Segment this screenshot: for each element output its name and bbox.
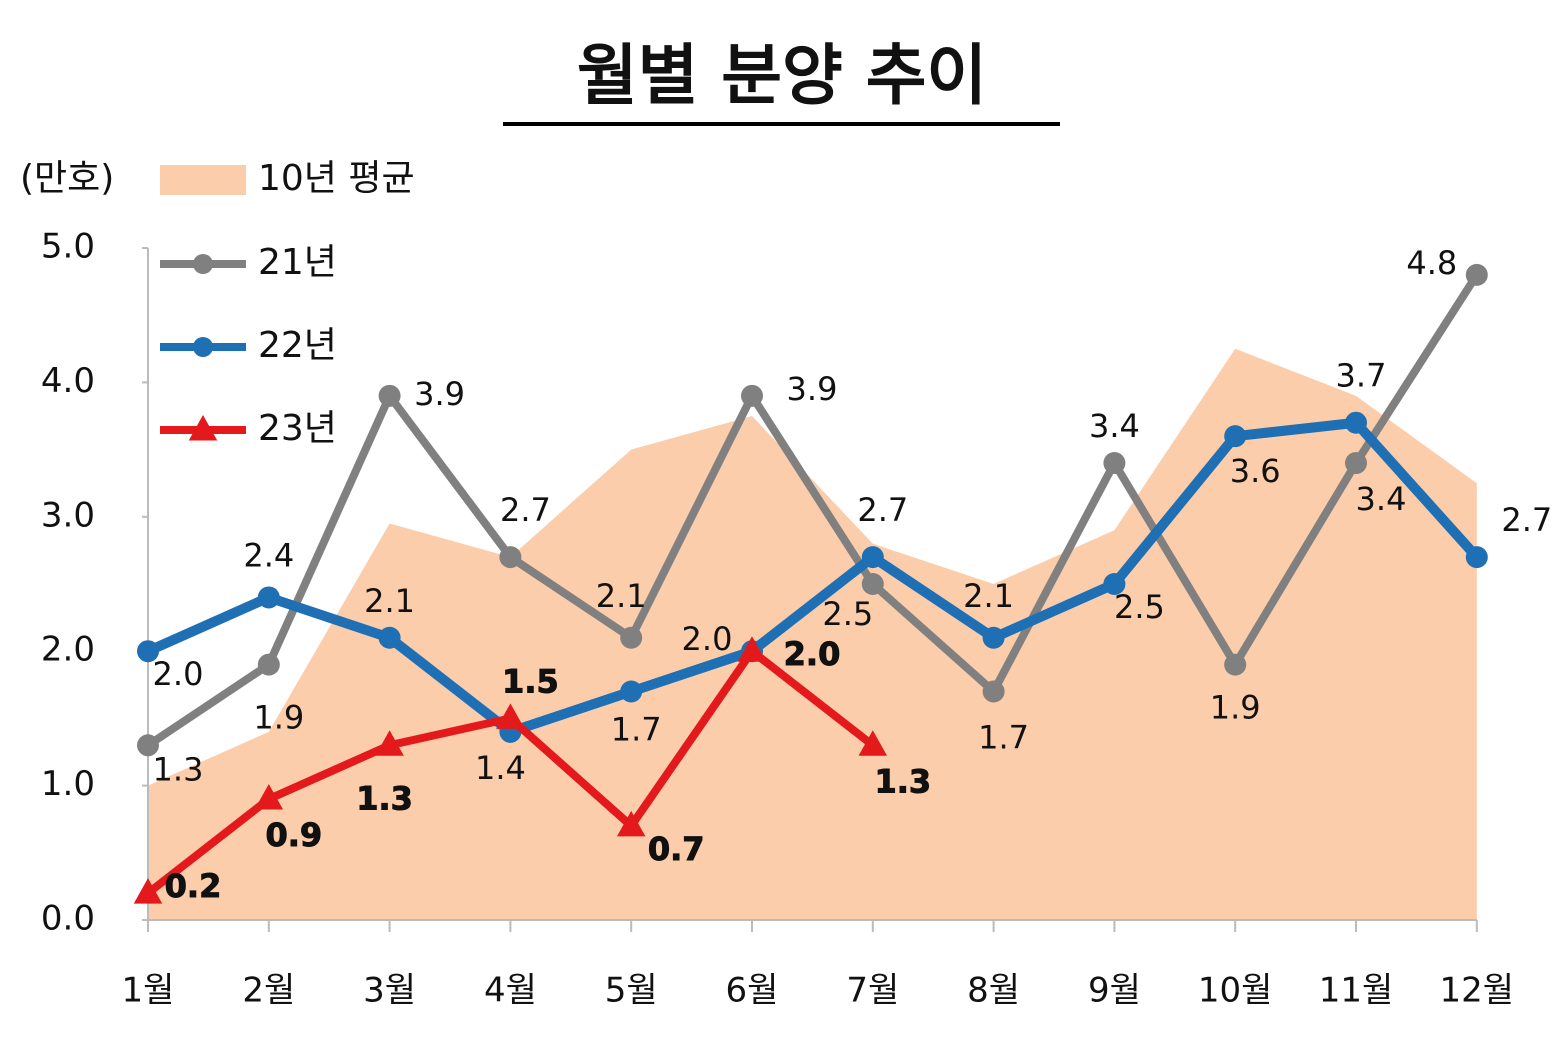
x-tick-label: 10월	[1198, 971, 1273, 1011]
data-label: 1.5	[502, 662, 559, 700]
marker	[1465, 263, 1488, 286]
y-tick-label: 3.0	[41, 495, 95, 535]
marker	[858, 730, 888, 756]
y-tick-label: 2.0	[41, 630, 95, 670]
x-tick-label: 6월	[726, 971, 779, 1011]
data-label: 3.7	[1336, 357, 1387, 395]
marker	[133, 878, 163, 904]
legend-swatch	[160, 165, 246, 195]
marker	[375, 730, 404, 756]
area	[148, 348, 1477, 920]
data-label: 2.1	[364, 582, 415, 620]
data-label: 2.5	[1114, 588, 1165, 626]
series-line	[145, 272, 1481, 749]
series-line	[145, 417, 1481, 737]
marker	[1345, 411, 1367, 434]
marker	[257, 653, 280, 676]
marker	[137, 734, 159, 757]
marker	[982, 626, 1005, 649]
x-tick-label: 1월	[122, 971, 175, 1011]
marker	[620, 626, 643, 649]
marker	[616, 810, 646, 837]
marker	[378, 626, 401, 649]
y-axis-label: (만호)	[20, 158, 114, 199]
x-tick-label: 4월	[484, 971, 537, 1011]
legend-label: 22년	[258, 325, 337, 366]
x-tick-label: 12월	[1440, 971, 1515, 1011]
x-tick-label: 3월	[363, 971, 416, 1011]
data-label: 3.4	[1356, 480, 1407, 518]
data-label: 2.7	[500, 491, 551, 529]
data-label: 1.3	[153, 750, 204, 788]
data-label: 3.6	[1230, 452, 1281, 490]
marker	[741, 384, 763, 407]
x-tick-label: 5월	[605, 971, 658, 1011]
marker	[620, 680, 643, 703]
marker	[378, 384, 401, 407]
marker	[499, 546, 522, 569]
data-label: 2.0	[784, 635, 841, 673]
data-label: 1.7	[611, 711, 662, 749]
data-label: 0.2	[165, 867, 222, 905]
legend-label: 10년 평균	[258, 158, 415, 199]
data-label: 1.3	[874, 762, 931, 800]
legend-label: 23년	[258, 408, 337, 449]
marker	[137, 640, 159, 663]
x-tick-label: 11월	[1319, 971, 1394, 1011]
data-label: 1.9	[253, 699, 304, 737]
data-label: 2.0	[153, 655, 204, 693]
legend-marker	[193, 337, 213, 357]
marker	[1103, 573, 1126, 595]
data-label: 3.9	[787, 370, 838, 408]
data-label: 2.0	[682, 620, 733, 658]
data-label: 3.9	[414, 375, 465, 413]
legend-label: 21년	[258, 242, 337, 283]
marker	[1465, 546, 1488, 569]
data-label: 2.5	[822, 595, 873, 633]
data-label: 2.7	[1501, 501, 1552, 539]
y-tick-label: 1.0	[41, 764, 95, 804]
marker	[1224, 425, 1247, 448]
x-tick-label: 7월	[846, 971, 899, 1011]
marker	[257, 586, 280, 609]
marker	[1345, 452, 1367, 475]
data-label: 0.9	[265, 816, 322, 854]
data-label: 1.9	[1210, 689, 1261, 727]
y-tick-label: 4.0	[41, 361, 95, 401]
data-label: 2.1	[963, 577, 1014, 615]
chart-title: 월별 분양 추이	[577, 37, 987, 114]
marker	[982, 680, 1005, 703]
data-label: 3.4	[1089, 407, 1140, 445]
x-tick-label: 2월	[242, 971, 295, 1011]
data-label: 2.7	[857, 491, 908, 529]
data-label: 1.3	[356, 779, 413, 817]
marker	[861, 546, 884, 569]
data-label: 1.7	[978, 719, 1029, 757]
x-tick-label: 8월	[967, 971, 1020, 1011]
legend-marker	[193, 254, 213, 274]
x-tick-label: 9월	[1088, 971, 1141, 1011]
marker	[496, 703, 525, 729]
data-label: 2.1	[596, 577, 647, 615]
legend-marker	[188, 415, 218, 441]
data-label: 2.4	[243, 536, 294, 574]
data-label: 1.4	[475, 749, 526, 787]
y-tick-label: 0.0	[41, 899, 95, 939]
marker	[1103, 452, 1126, 475]
y-tick-label: 5.0	[41, 227, 95, 267]
marker	[861, 573, 884, 595]
marker	[254, 784, 284, 810]
marker	[1224, 653, 1247, 676]
data-label: 0.7	[648, 830, 705, 868]
data-label: 4.8	[1406, 244, 1457, 282]
marker	[737, 636, 767, 662]
